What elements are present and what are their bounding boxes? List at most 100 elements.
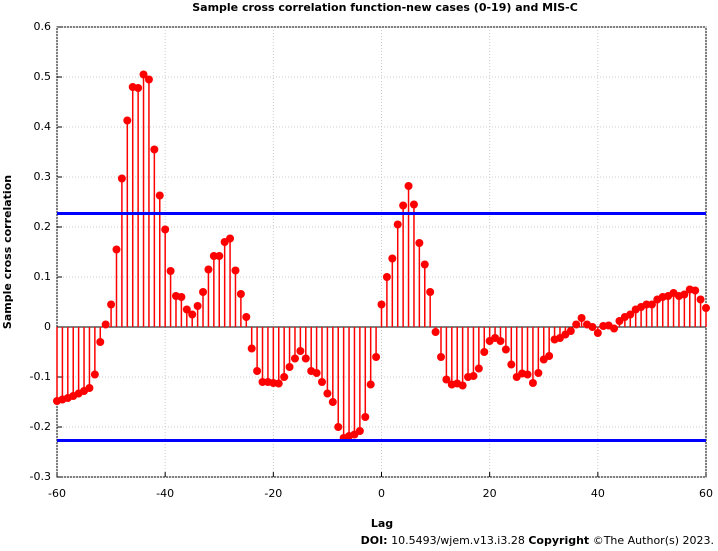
stem-marker: [361, 413, 370, 421]
stem-marker: [566, 327, 575, 335]
stem-marker: [534, 369, 543, 377]
stem-marker: [377, 300, 386, 309]
stem-marker: [436, 353, 445, 361]
stem-marker: [382, 273, 391, 281]
stem-marker: [226, 234, 235, 243]
stem-marker: [474, 364, 483, 373]
stem-marker: [328, 398, 337, 406]
stem-marker: [139, 70, 148, 79]
stem-marker: [507, 360, 516, 369]
stem-marker: [274, 379, 283, 388]
stem-marker: [426, 288, 435, 296]
x-tick-label: -20: [264, 487, 282, 500]
stem-marker: [199, 288, 208, 296]
stem-marker: [188, 310, 197, 319]
x-tick-label: 0: [378, 487, 385, 500]
stem-marker: [680, 290, 689, 299]
stem-marker: [593, 329, 602, 337]
x-tick-label: 20: [483, 487, 497, 500]
stem-marker: [301, 354, 310, 363]
stem-marker: [626, 310, 635, 319]
x-tick-label: 40: [591, 487, 605, 500]
stem-marker: [702, 304, 710, 312]
stem-marker: [323, 389, 332, 398]
stem-marker: [610, 324, 619, 333]
stem-marker: [501, 345, 510, 354]
stem-marker: [296, 347, 305, 355]
stem-marker: [442, 375, 451, 384]
stem-marker: [431, 328, 440, 336]
stem-marker: [312, 369, 321, 377]
stem-marker: [572, 320, 581, 329]
stem-marker: [85, 384, 94, 392]
stem-marker: [415, 239, 424, 247]
stem-marker: [150, 145, 159, 154]
stem-marker: [96, 338, 105, 346]
y-tick-label: 0.4: [34, 120, 52, 133]
stem-marker: [90, 370, 99, 379]
stem-marker: [290, 354, 299, 363]
y-axis-label: Sample cross correlation: [1, 175, 14, 329]
stem-marker: [318, 378, 327, 386]
stem-marker: [247, 344, 256, 353]
stem-marker: [355, 427, 364, 435]
stem-marker: [280, 373, 289, 381]
stem-marker: [691, 286, 700, 295]
stem-marker: [193, 302, 202, 310]
stem-marker: [393, 220, 402, 229]
copyright-label: Copyright: [528, 534, 589, 547]
y-tick-label: -0.2: [30, 420, 51, 433]
stem-marker: [166, 267, 175, 275]
x-tick-label: 60: [699, 487, 713, 500]
stem-marker: [528, 379, 537, 387]
stem-marker: [420, 260, 429, 269]
y-tick-label: -0.1: [30, 370, 51, 383]
x-tick-label: -60: [48, 487, 66, 500]
stem-marker: [123, 116, 132, 125]
stem-marker: [588, 323, 597, 331]
stem-marker: [496, 337, 505, 345]
stem-marker: [647, 300, 656, 309]
stem-marker: [144, 75, 153, 84]
y-tick-label: 0.2: [34, 220, 52, 233]
doi: 10.5493/wjem.v13.i3.28: [391, 534, 525, 547]
x-axis-label: Lag: [371, 517, 393, 530]
stem-marker: [409, 200, 418, 209]
stem-marker: [545, 352, 554, 360]
stem-marker: [372, 353, 381, 361]
stem-marker: [366, 380, 375, 389]
stem-marker: [577, 314, 586, 322]
stem-marker: [204, 265, 213, 274]
stem-marker: [523, 370, 532, 379]
stem-marker: [285, 363, 294, 371]
stem-marker: [182, 305, 191, 314]
stem-marker: [101, 320, 110, 329]
stem-marker: [388, 254, 397, 263]
stem-marker: [161, 225, 170, 234]
stem-marker: [107, 300, 116, 309]
stem-marker: [215, 252, 224, 260]
y-tick-label: 0.1: [34, 270, 52, 283]
y-tick-label: -0.3: [30, 470, 51, 483]
stem-marker: [155, 191, 164, 200]
y-tick-label: 0.3: [34, 170, 52, 183]
stem-marker: [231, 266, 240, 275]
stem-marker: [242, 313, 251, 321]
y-tick-label: 0.5: [34, 70, 52, 83]
stem-marker: [112, 245, 121, 254]
chart-title: Sample cross correlation function-new ca…: [192, 1, 578, 14]
footer: DOI: 10.5493/wjem.v13.i3.28 Copyright ©T…: [361, 534, 714, 547]
stem-marker: [480, 348, 489, 356]
stem-marker: [696, 295, 705, 304]
stem-marker: [134, 84, 143, 92]
stem-marker: [458, 381, 467, 390]
stem-marker: [117, 174, 126, 183]
stem-marker: [236, 290, 245, 298]
x-tick-label: -40: [156, 487, 174, 500]
y-tick-label: 0: [44, 320, 51, 333]
stem-marker: [404, 182, 413, 190]
stem-marker: [469, 372, 478, 380]
stem-marker: [177, 293, 186, 301]
stem-marker: [253, 367, 262, 375]
